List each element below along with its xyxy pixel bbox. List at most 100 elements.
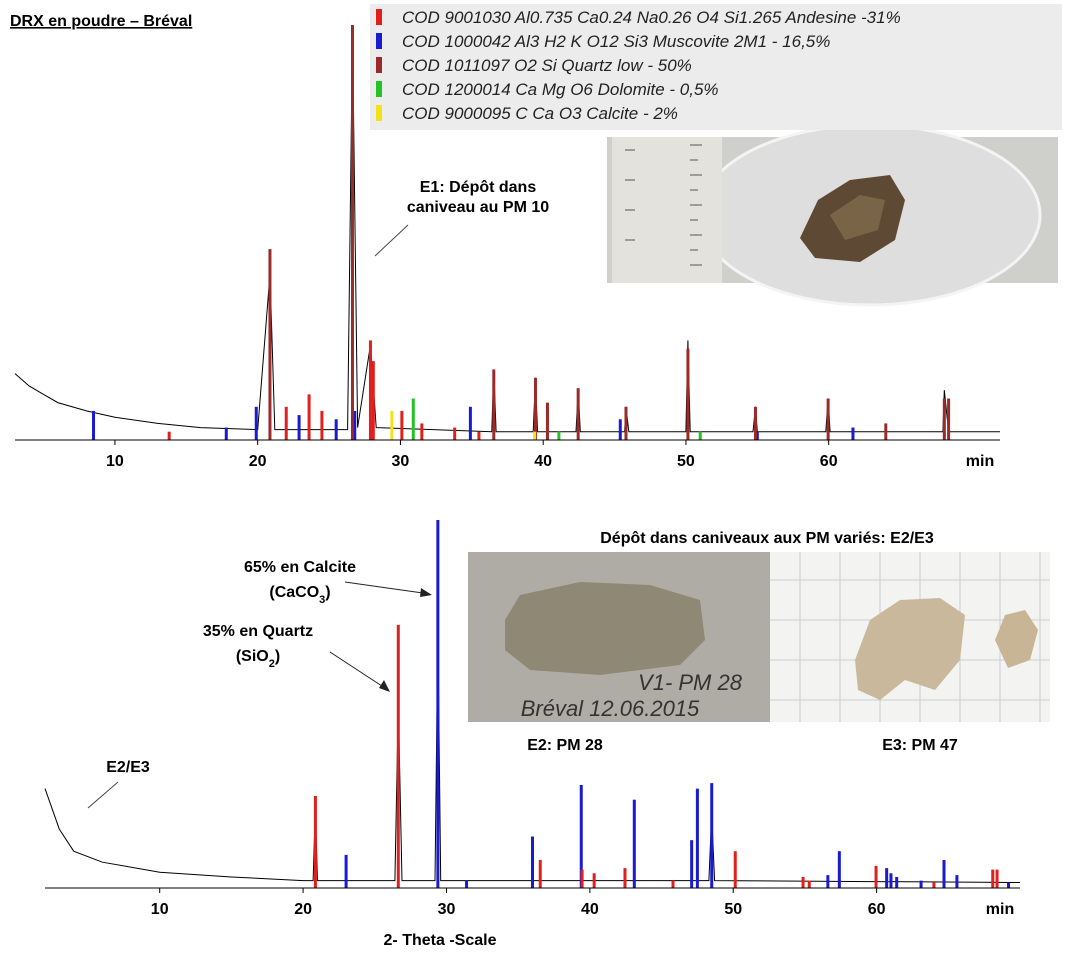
formula-end: ) <box>325 584 330 601</box>
peak <box>884 423 888 440</box>
formula-end: ) <box>275 648 280 665</box>
x-unit: min <box>986 901 1014 918</box>
photo-handwriting: Bréval 12.06.2015 <box>521 696 700 721</box>
peak <box>224 427 228 440</box>
peak <box>632 799 636 888</box>
peak <box>826 875 830 888</box>
x-tick-label: 20 <box>294 901 312 918</box>
trace-label-line <box>87 781 119 809</box>
peak <box>895 876 899 888</box>
peak <box>801 876 805 888</box>
formula: (SiO2) <box>236 648 280 670</box>
legend-swatch <box>376 105 382 121</box>
peak <box>453 427 457 440</box>
calcite-label: 65% en Calcite <box>244 559 356 576</box>
quartz-arrow <box>329 651 389 691</box>
peak <box>623 868 627 888</box>
peak <box>671 880 675 888</box>
arrowhead <box>420 588 432 597</box>
legend-box <box>370 4 1062 130</box>
peak <box>1007 882 1011 888</box>
peak <box>710 783 714 888</box>
formula-sub: 3 <box>319 594 325 606</box>
peak <box>885 868 889 888</box>
peak <box>889 873 893 888</box>
peak <box>436 520 440 888</box>
x-tick-label: 50 <box>677 453 695 470</box>
formula-sub: 2 <box>269 658 275 670</box>
photo-caption: E2: PM 28 <box>527 737 603 754</box>
x-axis-label: 2- Theta -Scale <box>384 932 497 949</box>
peak <box>624 406 628 440</box>
peak <box>533 377 537 440</box>
peak <box>538 860 542 888</box>
peak <box>947 398 951 440</box>
peak <box>167 431 171 440</box>
x-tick-label: 60 <box>868 901 886 918</box>
photo-caption: E3: PM 47 <box>882 737 958 754</box>
arrowhead <box>379 680 390 692</box>
peak <box>368 340 372 440</box>
peak <box>492 369 496 440</box>
peak <box>400 410 404 440</box>
peak <box>268 249 272 440</box>
peak <box>592 873 596 888</box>
legend-swatch <box>376 33 382 49</box>
peak <box>686 348 690 440</box>
peak <box>942 860 946 888</box>
annotation-line <box>374 224 409 257</box>
x-tick-label: 40 <box>581 901 599 918</box>
legend-label: COD 1200014 Ca Mg O6 Dolomite - 0,5% <box>402 80 719 99</box>
peak <box>851 427 855 440</box>
peak <box>390 410 394 440</box>
annotation: E1: Dépôt dans <box>420 179 537 196</box>
chart-title: DRX en poudre – Bréval <box>10 13 192 30</box>
peak <box>690 840 694 888</box>
legend-swatch <box>376 81 382 97</box>
peak <box>320 410 324 440</box>
legend-label: COD 1000042 Al3 H2 K O12 Si3 Muscovite 2… <box>402 32 830 51</box>
peak <box>533 431 537 440</box>
legend-label: COD 1011097 O2 Si Quartz low - 50% <box>402 56 692 75</box>
peak <box>313 796 317 888</box>
peak <box>284 406 288 440</box>
peak <box>753 406 757 440</box>
formula: (CaCO3) <box>269 584 330 606</box>
x-tick-label: 20 <box>249 453 267 470</box>
peak <box>420 423 424 440</box>
legend-swatch <box>376 57 382 73</box>
x-tick-label: 10 <box>151 901 169 918</box>
annotation: caniveau au PM 10 <box>407 199 549 216</box>
peak <box>411 398 415 440</box>
peak <box>92 410 96 440</box>
peak <box>932 882 936 888</box>
peak <box>733 851 737 888</box>
peak <box>297 415 301 440</box>
photo-title: Dépôt dans caniveaux aux PM variés: E2/E… <box>600 530 934 547</box>
photo-handwriting: V1- PM 28 <box>638 670 743 695</box>
peak <box>557 431 561 440</box>
x-tick-label: 50 <box>724 901 742 918</box>
legend-swatch <box>376 9 382 25</box>
formula-main: (CaCO <box>269 584 319 601</box>
peak <box>874 865 878 888</box>
peak <box>468 406 472 440</box>
peak <box>580 869 584 888</box>
peak <box>353 410 357 440</box>
measured-trace <box>44 630 1021 883</box>
peak <box>371 361 375 440</box>
peak <box>955 875 959 888</box>
peak <box>531 836 534 888</box>
peak <box>254 406 258 440</box>
legend-label: COD 9000095 C Ca O3 Calcite - 2% <box>402 104 678 123</box>
peak <box>576 388 580 440</box>
x-tick-label: 30 <box>438 901 456 918</box>
peak <box>307 394 311 440</box>
peak <box>837 851 841 888</box>
x-tick-label: 10 <box>106 453 124 470</box>
peak <box>995 869 999 888</box>
peak <box>698 431 702 440</box>
peak <box>350 25 354 440</box>
peak <box>344 854 348 888</box>
legend-label: COD 9001030 Al0.735 Ca0.24 Na0.26 O4 Si1… <box>402 8 901 27</box>
